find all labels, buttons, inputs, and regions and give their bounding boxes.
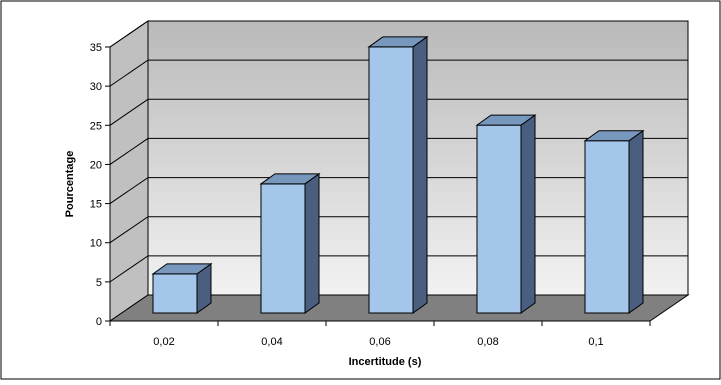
bar-side [412, 35, 428, 314]
bar-side [304, 172, 320, 314]
bar-top [583, 130, 645, 142]
x-tick-label: 0,1 [588, 336, 603, 348]
y-tick-label: 10 [90, 238, 102, 250]
y-tick-label: 30 [90, 81, 102, 93]
bar [151, 262, 213, 314]
x-tick-label: 0,04 [261, 336, 282, 348]
bar-top [367, 36, 429, 48]
x-tick-label: 0,02 [153, 336, 174, 348]
bar-front [476, 124, 522, 314]
bar-front [368, 46, 414, 314]
y-tick-label: 15 [90, 199, 102, 211]
side-wall [109, 20, 149, 322]
bar-top [259, 173, 321, 185]
bar [583, 129, 645, 314]
y-tick-label: 35 [90, 42, 102, 54]
bar-top [151, 263, 213, 275]
x-tick-label: 0,06 [369, 336, 390, 348]
y-tick-label: 5 [96, 277, 102, 289]
gridline [109, 59, 688, 87]
y-axis-title: Pourcentage [64, 151, 76, 218]
bar-front [584, 140, 630, 314]
y-tick-label: 0 [96, 316, 102, 328]
x-axis-title: Incertitude (s) [349, 356, 422, 368]
y-tick-label: 20 [90, 159, 102, 171]
bar-top [475, 114, 537, 126]
y-tick-label: 25 [90, 120, 102, 132]
bar-front [260, 183, 306, 314]
gridline [109, 20, 688, 48]
bar-side [628, 129, 644, 314]
x-tick-label: 0,08 [477, 336, 498, 348]
bar [475, 114, 537, 314]
bar-side [520, 114, 536, 314]
bar [367, 35, 429, 314]
bar [259, 172, 321, 314]
bar-front [152, 273, 198, 314]
gridline [109, 98, 688, 126]
